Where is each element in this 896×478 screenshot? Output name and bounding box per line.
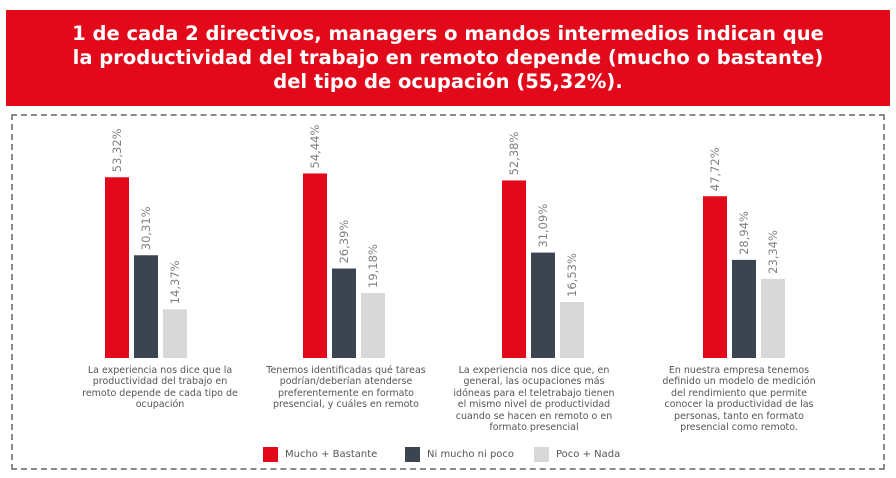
- category-caption-1: La experiencia nos dice que la productiv…: [82, 365, 238, 411]
- bar-series1-group2: [303, 173, 327, 358]
- value-label-series3-group2: 19,18%: [366, 244, 380, 288]
- value-label-series1-group1: 53,32%: [110, 128, 124, 172]
- bar-series1-group3: [502, 180, 526, 358]
- value-label-series2-group2: 26,39%: [337, 220, 351, 264]
- value-label-series3-group3: 16,53%: [565, 253, 579, 297]
- value-label-series3-group1: 14,37%: [168, 260, 182, 304]
- legend-item-mucho-bastante: Mucho + Bastante: [263, 447, 377, 462]
- bar-series1-group1: [105, 177, 129, 358]
- bar-series2-group4: [732, 259, 756, 358]
- bar-series3-group2: [361, 292, 385, 358]
- legend-label-poco-nada: Poco + Nada: [556, 449, 621, 460]
- title-line-2: la productividad del trabajo en remoto d…: [72, 46, 824, 69]
- value-label-series1-group3: 52,38%: [507, 132, 521, 176]
- title-line-3: del tipo de ocupación (55,32%).: [273, 70, 623, 93]
- chart-frame: [11, 114, 885, 470]
- legend-item-ni-mucho-ni-poco: Ni mucho ni poco: [405, 447, 514, 462]
- legend-swatch-mucho-bastante: [263, 447, 278, 462]
- legend: Mucho + Bastante Ni mucho ni poco Poco +…: [0, 447, 896, 467]
- value-label-series2-group1: 30,31%: [139, 206, 153, 250]
- legend-item-poco-nada: Poco + Nada: [534, 447, 620, 462]
- bar-series2-group2: [332, 268, 356, 358]
- bar-series3-group1: [163, 309, 187, 358]
- bar-series2-group1: [134, 255, 158, 358]
- category-caption-2: Tenemos identificadas qué tareas podrían…: [266, 365, 426, 411]
- value-label-series1-group2: 54,44%: [308, 125, 322, 169]
- value-label-series2-group4: 28,94%: [737, 211, 751, 255]
- bar-series3-group3: [560, 301, 584, 358]
- value-label-series2-group3: 31,09%: [536, 204, 550, 248]
- category-caption-3: La experiencia nos dice que, en general,…: [453, 365, 615, 434]
- title-banner: 1 de cada 2 directivos, managers o mando…: [6, 10, 890, 106]
- legend-swatch-poco-nada: [534, 447, 549, 462]
- legend-label-mucho-bastante: Mucho + Bastante: [285, 449, 378, 460]
- value-label-series1-group4: 47,72%: [708, 147, 722, 191]
- category-caption-4: En nuestra empresa tenemos definido un m…: [662, 365, 816, 434]
- value-label-series3-group4: 23,34%: [766, 230, 780, 274]
- legend-swatch-ni-mucho-ni-poco: [405, 447, 420, 462]
- bar-series3-group4: [761, 278, 785, 358]
- bar-series1-group4: [703, 196, 727, 358]
- title-line-1: 1 de cada 2 directivos, managers o mando…: [72, 22, 824, 45]
- bar-series2-group3: [531, 252, 555, 358]
- legend-label-ni-mucho-ni-poco: Ni mucho ni poco: [427, 449, 515, 460]
